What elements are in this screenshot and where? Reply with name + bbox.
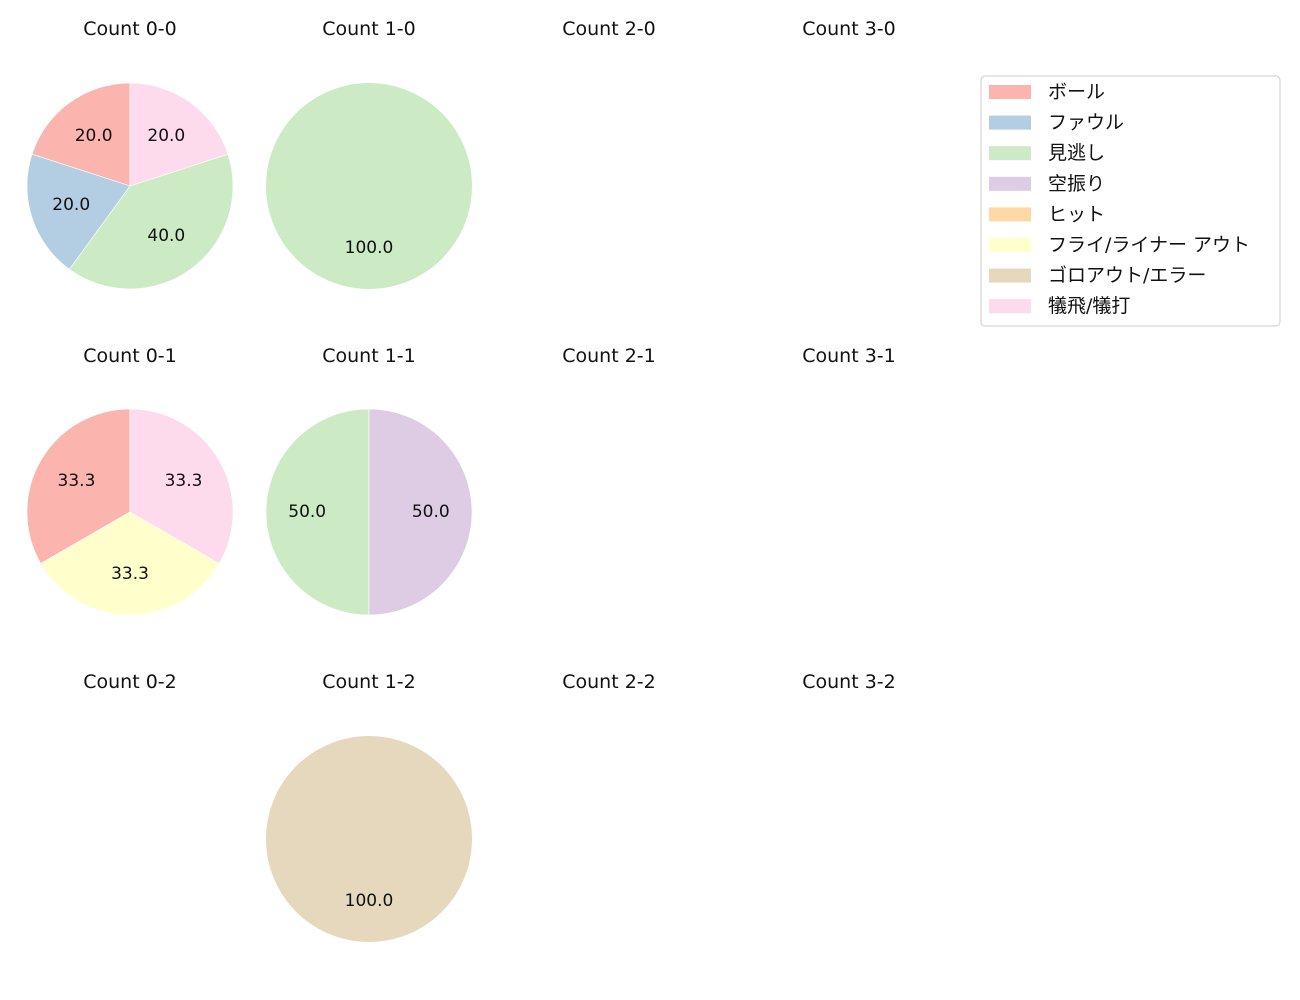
pie-panel: Count 1-0 100.0 — [266, 18, 472, 289]
pie-panel: Count 0-2 — [83, 671, 177, 693]
legend-label: 空振り — [1048, 173, 1105, 195]
pie-panel: Count 2-0 — [562, 18, 656, 40]
slice-value-label: 100.0 — [345, 238, 394, 258]
pie-panel: Count 3-1 — [802, 345, 896, 367]
pie-slice — [266, 736, 472, 942]
legend-swatch — [989, 176, 1031, 191]
legend-swatch — [989, 115, 1031, 130]
pie-slice — [26, 408, 131, 564]
panel-title: Count 2-0 — [562, 18, 656, 40]
pie-panel: Count 3-0 — [802, 18, 896, 40]
slice-value-label: 33.3 — [111, 564, 149, 584]
pie-slice — [129, 82, 229, 187]
legend-swatch — [989, 85, 1031, 99]
panel-title: Count 1-2 — [322, 671, 416, 693]
pie-slice — [69, 153, 234, 290]
pie-slice — [265, 408, 370, 616]
panel-title: Count 1-0 — [322, 18, 416, 40]
pie-panel: Count 1-1 50.0 50.0 — [265, 345, 473, 616]
legend-swatch — [989, 238, 1031, 252]
pie-panel: Count 0-0 20.0 20.0 40.0 20.0 — [26, 18, 234, 290]
slice-value-label: 33.3 — [165, 471, 203, 491]
panel-title: Count 0-2 — [83, 671, 177, 693]
slice-value-label: 40.0 — [147, 226, 185, 246]
pie-slice — [266, 83, 472, 289]
slice-value-label: 33.3 — [58, 471, 96, 491]
legend-swatch — [989, 146, 1031, 161]
panel-title: Count 2-2 — [562, 671, 656, 693]
legend-swatch — [989, 207, 1031, 222]
legend-swatch — [989, 268, 1031, 283]
panel-title: Count 0-0 — [83, 18, 177, 40]
slice-value-label: 20.0 — [52, 195, 90, 215]
legend-label: ボール — [1048, 81, 1105, 103]
legend-label: 犠飛/犠打 — [1048, 295, 1130, 317]
panel-title: Count 1-1 — [322, 345, 416, 367]
pie-slice — [26, 153, 131, 270]
pie-slice — [368, 408, 473, 616]
pie-slice — [31, 82, 131, 187]
legend-label: ヒット — [1048, 203, 1105, 225]
legend-swatch — [989, 299, 1031, 314]
legend-label: 見逃し — [1048, 142, 1105, 164]
legend-label: フライ/ライナー アウト — [1048, 234, 1250, 256]
panel-title: Count 2-1 — [562, 345, 656, 367]
panel-title: Count 3-2 — [802, 671, 896, 693]
pie-panel: Count 3-2 — [802, 671, 896, 693]
pie-slice — [40, 511, 220, 616]
slice-value-label: 50.0 — [288, 502, 326, 522]
legend-label: ファウル — [1048, 112, 1124, 134]
pie-panel: Count 0-1 33.3 33.3 33.3 — [26, 345, 234, 616]
slice-value-label: 20.0 — [75, 126, 113, 146]
panel-title: Count 3-0 — [802, 18, 896, 40]
legend-label: ゴロアウト/エラー — [1048, 265, 1206, 287]
pie-panel: Count 2-2 — [562, 671, 656, 693]
pie-slice — [129, 408, 234, 564]
slice-value-label: 100.0 — [345, 891, 394, 911]
panel-title: Count 0-1 — [83, 345, 177, 367]
legend-frame — [980, 75, 1281, 327]
slice-value-label: 20.0 — [147, 126, 185, 146]
pie-panel: Count 2-1 — [562, 345, 656, 367]
panel-title: Count 3-1 — [802, 345, 896, 367]
slice-value-label: 50.0 — [412, 502, 450, 522]
pie-panel: Count 1-2 100.0 — [266, 671, 472, 942]
